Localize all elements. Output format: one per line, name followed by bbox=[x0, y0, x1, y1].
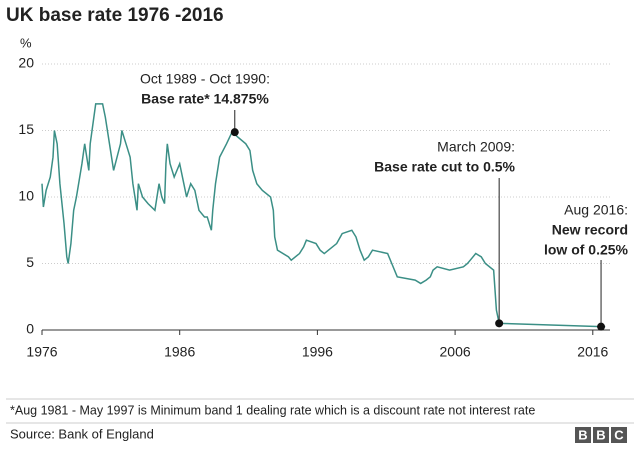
annotation-text: Oct 1989 - Oct 1990: bbox=[140, 71, 270, 87]
x-tick-label: 1986 bbox=[164, 344, 195, 360]
annotation-text: Base rate* 14.875% bbox=[141, 91, 269, 107]
logo-block bbox=[611, 427, 627, 443]
x-tick-label: 1996 bbox=[302, 344, 333, 360]
line-series bbox=[41, 103, 606, 328]
x-tick-label: 2006 bbox=[440, 344, 471, 360]
y-tick-label: 0 bbox=[26, 321, 34, 337]
y-unit: % bbox=[20, 35, 32, 50]
annotation-text: Base rate cut to 0.5% bbox=[374, 159, 515, 175]
y-tick-label: 15 bbox=[18, 121, 34, 137]
logo-letter: B bbox=[578, 427, 587, 442]
logo-letter: C bbox=[614, 427, 624, 442]
chart-title: UK base rate 1976 -2016 bbox=[6, 5, 224, 26]
annotation-text: New record bbox=[552, 222, 628, 238]
annotation-text: March 2009: bbox=[437, 139, 515, 155]
annotation-point bbox=[230, 128, 239, 137]
logo-letter: B bbox=[596, 427, 605, 442]
y-tick-label: 20 bbox=[18, 55, 34, 71]
logo-block bbox=[593, 427, 609, 443]
x-tick-label: 1976 bbox=[26, 344, 57, 360]
footnote: *Aug 1981 - May 1997 is Minimum band 1 d… bbox=[10, 403, 535, 417]
annotation-point bbox=[597, 322, 606, 331]
source: Source: Bank of England bbox=[10, 426, 154, 441]
logo-block bbox=[575, 427, 591, 443]
annotation-text: Aug 2016: bbox=[564, 202, 628, 218]
y-tick-label: 5 bbox=[26, 254, 34, 270]
x-tick-label: 2016 bbox=[577, 344, 608, 360]
annotation-point bbox=[495, 319, 504, 328]
y-tick-label: 10 bbox=[18, 188, 34, 204]
annotation-text: low of 0.25% bbox=[544, 242, 629, 258]
